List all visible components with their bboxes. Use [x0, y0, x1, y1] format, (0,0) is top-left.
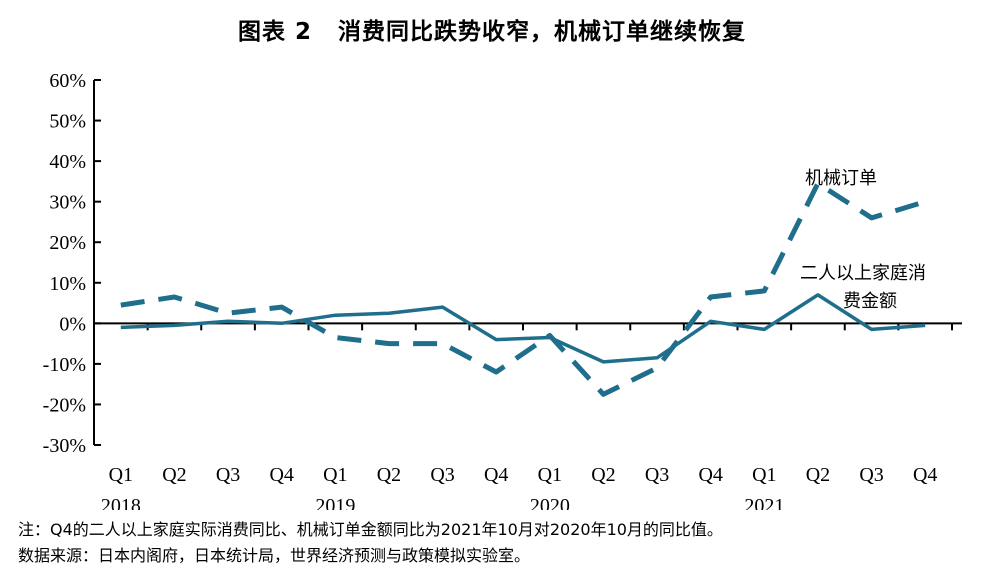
line-chart: 60% 50% 40% 30% 20% 10% 0% -10% -20% -30% Q1 Q2 Q3 Q4…	[43, 70, 962, 510]
y-tick-label: -30%	[43, 435, 86, 457]
x-year-label: 2020	[530, 495, 570, 510]
y-tick-label: 40%	[49, 151, 86, 173]
series-label-household-consumption: 二人以上家庭消	[800, 263, 926, 284]
x-tick-label: Q4	[913, 464, 937, 486]
y-tick-label: 50%	[49, 111, 86, 133]
x-tick-label: Q1	[538, 464, 562, 486]
x-tick-label: Q3	[645, 464, 669, 486]
y-tick-label: -10%	[43, 354, 86, 376]
x-tick-label: Q1	[323, 464, 347, 486]
x-year-label: 2018	[101, 495, 141, 510]
x-tick-label: Q3	[216, 464, 240, 486]
series-label-machinery-orders: 机械订单	[805, 168, 877, 189]
x-tick-label: Q2	[162, 464, 186, 486]
y-tick-label: 10%	[49, 273, 86, 295]
figure-number: 图表 2	[237, 19, 312, 45]
chart-footnote: 注：Q4的二人以上家庭实际消费同比、机械订单金额同比为2021年10月对2020…	[18, 520, 723, 539]
y-tick-label: 20%	[49, 232, 86, 254]
y-tick-label: -20%	[43, 394, 86, 416]
chart-source: 数据来源：日本内阁府，日本统计局，世界经济预测与政策模拟实验室。	[18, 546, 531, 565]
figure-title: 图表 2 消费同比跌势收窄，机械订单继续恢复	[0, 12, 984, 46]
x-tick-label: Q4	[269, 464, 293, 486]
x-tick-label: Q3	[859, 464, 883, 486]
x-year-label: 2019	[315, 495, 355, 510]
x-tick-label: Q2	[377, 464, 401, 486]
series-line-0	[120, 180, 926, 397]
x-tick-label: Q4	[698, 464, 722, 486]
x-tick-label: Q4	[484, 464, 508, 486]
x-tick-label: Q1	[752, 464, 776, 486]
x-tick-label: Q2	[591, 464, 615, 486]
figure-title-text: 消费同比跌势收窄，机械订单继续恢复	[338, 19, 746, 45]
x-tick-label: Q2	[806, 464, 830, 486]
x-tick-label: Q1	[109, 464, 133, 486]
x-year-label: 2021	[744, 495, 784, 510]
x-tick-label: Q3	[430, 464, 454, 486]
y-tick-label: 30%	[49, 192, 86, 214]
series-label-household-consumption-line2: 费金额	[843, 291, 897, 312]
y-tick-label: 0%	[59, 313, 86, 335]
y-tick-label: 60%	[49, 70, 86, 92]
series-line-1	[120, 293, 926, 364]
